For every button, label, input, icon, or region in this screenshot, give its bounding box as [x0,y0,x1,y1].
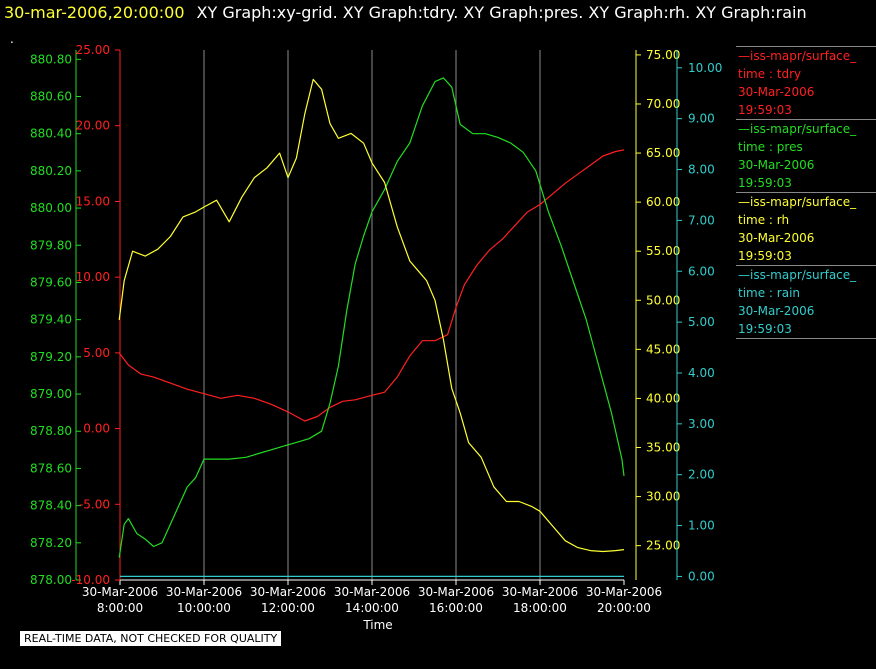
x-tick-date: 30-Mar-2006 [250,585,326,599]
pres-tick-label: 879.00 [30,387,72,401]
header-graph-titles: XY Graph:xy-grid. XY Graph:tdry. XY Grap… [196,3,807,22]
rain-tick-label: 0.00 [688,569,715,583]
legend-line3: 30-Mar-2006 [738,85,815,99]
rain-tick-label: 7.00 [688,213,715,227]
rain-tick-label: 2.00 [688,468,715,482]
x-tick-date: 30-Mar-2006 [502,585,578,599]
x-tick-date: 30-Mar-2006 [586,585,662,599]
legend-title: —iss-mapr/surface_ [738,122,857,136]
rain-tick-label: 5.00 [688,315,715,329]
x-tick-time: 12:00:00 [261,601,315,615]
rain-tick-label: 10.00 [688,61,722,75]
header-datetime: 30-mar-2006,20:00:00 [4,3,185,22]
legend-title: —iss-mapr/surface_ [738,195,857,209]
header: 30-mar-2006,20:00:00 XY Graph:xy-grid. XY… [4,3,807,22]
tdry-tick-label: 10.00 [76,270,110,284]
rh-tick-label: 35.00 [646,441,680,455]
pres-tick-label: 879.60 [30,275,72,289]
legend-line4: 19:59:03 [738,176,792,190]
legend-line2: time : rh [738,213,790,227]
pres-tick-label: 878.60 [30,461,72,475]
grid [203,50,541,580]
series-rh-line [118,78,625,553]
legend-line3: 30-Mar-2006 [738,158,815,172]
legend: —iss-mapr/surface_ time : tdry 30-Mar-2006… [736,46,876,339]
x-tick-time: 8:00:00 [97,601,143,615]
tdry-tick-label: -10.00 [71,573,110,587]
tdry-tick-label: 15.00 [76,194,110,208]
legend-line2: time : tdry [738,67,802,81]
tdry-tick-label: -5.00 [79,497,110,511]
rh-tick-label: 40.00 [646,391,680,405]
legend-title: —iss-mapr/surface_ [738,49,857,63]
pres-tick-label: 878.40 [30,499,72,513]
pres-tick-label: 880.00 [30,201,72,215]
pres-tick-label: 878.80 [30,424,72,438]
rain-tick-label: 9.00 [688,112,715,126]
rain-tick-label: 3.00 [688,417,715,431]
rh-tick-label: 30.00 [646,490,680,504]
pres-tick-label: 880.20 [30,164,72,178]
rh-tick-label: 65.00 [646,146,680,160]
quality-note: REAL-TIME DATA, NOT CHECKED FOR QUALITY [20,631,282,646]
tdry-tick-label: 0.00 [83,422,110,436]
x-tick-time: 16:00:00 [429,601,483,615]
rain-tick-label: 6.00 [688,264,715,278]
legend-line4: 19:59:03 [738,249,792,263]
legend-line3: 30-Mar-2006 [738,304,815,318]
legend-title: —iss-mapr/surface_ [738,268,857,282]
tdry-tick-label: 25.00 [76,43,110,57]
legend-entry: —iss-mapr/surface_time : rh 30-Mar-2006 19… [736,192,876,265]
series-group [118,77,625,578]
tdry-tick-label: 5.00 [83,346,110,360]
series-tdry-line [118,149,625,422]
legend-entry: —iss-mapr/surface_time : pres 30-Mar-2006… [736,119,876,192]
axes: 878.00 878.20 878.40 878.60 878.80 879.00 879.… [30,43,722,587]
rain-tick-label: 4.00 [688,366,715,380]
rh-tick-label: 70.00 [646,97,680,111]
legend-line2: time : pres [738,140,803,154]
rh-tick-label: 25.00 [646,539,680,553]
x-tick-date: 30-Mar-2006 [418,585,494,599]
legend-entry: —iss-mapr/surface_time : rain 30-Mar-2006… [736,265,876,339]
pres-tick-label: 879.20 [30,350,72,364]
legend-line4: 19:59:03 [738,103,792,117]
x-tick-time: 10:00:00 [177,601,231,615]
x-tick-time: 20:00:00 [597,601,651,615]
rh-tick-label: 50.00 [646,293,680,307]
pres-tick-label: 878.20 [30,536,72,550]
x-axis-labels: Time 30-Mar-2006 8:00:00 30-Mar-2006 10:00:… [82,585,662,632]
x-tick-date: 30-Mar-2006 [82,585,158,599]
x-tick-time: 14:00:00 [345,601,399,615]
pres-tick-label: 880.80 [30,52,72,66]
x-axis-title: Time [362,618,392,632]
pres-tick-label: 879.40 [30,313,72,327]
rh-tick-label: 75.00 [646,48,680,62]
legend-line2: time : rain [738,286,801,300]
rh-tick-label: 55.00 [646,244,680,258]
x-tick-date: 30-Mar-2006 [334,585,410,599]
x-tick-time: 18:00:00 [513,601,567,615]
rain-tick-label: 1.00 [688,519,715,533]
rh-tick-label: 45.00 [646,342,680,356]
rain-tick-label: 8.00 [688,163,715,177]
legend-line4: 19:59:03 [738,322,792,336]
pres-tick-label: 880.60 [30,89,72,103]
pres-tick-label: 879.80 [30,238,72,252]
pres-tick-label: 880.40 [30,127,72,141]
x-tick-date: 30-Mar-2006 [166,585,242,599]
rh-tick-label: 60.00 [646,195,680,209]
pres-tick-label: 878.00 [30,573,72,587]
legend-line3: 30-Mar-2006 [738,231,815,245]
legend-entry: —iss-mapr/surface_time : tdry 30-Mar-2006… [736,46,876,119]
series-pres-line [118,77,625,558]
tdry-tick-label: 20.00 [76,119,110,133]
marker-dot: . [10,32,14,46]
